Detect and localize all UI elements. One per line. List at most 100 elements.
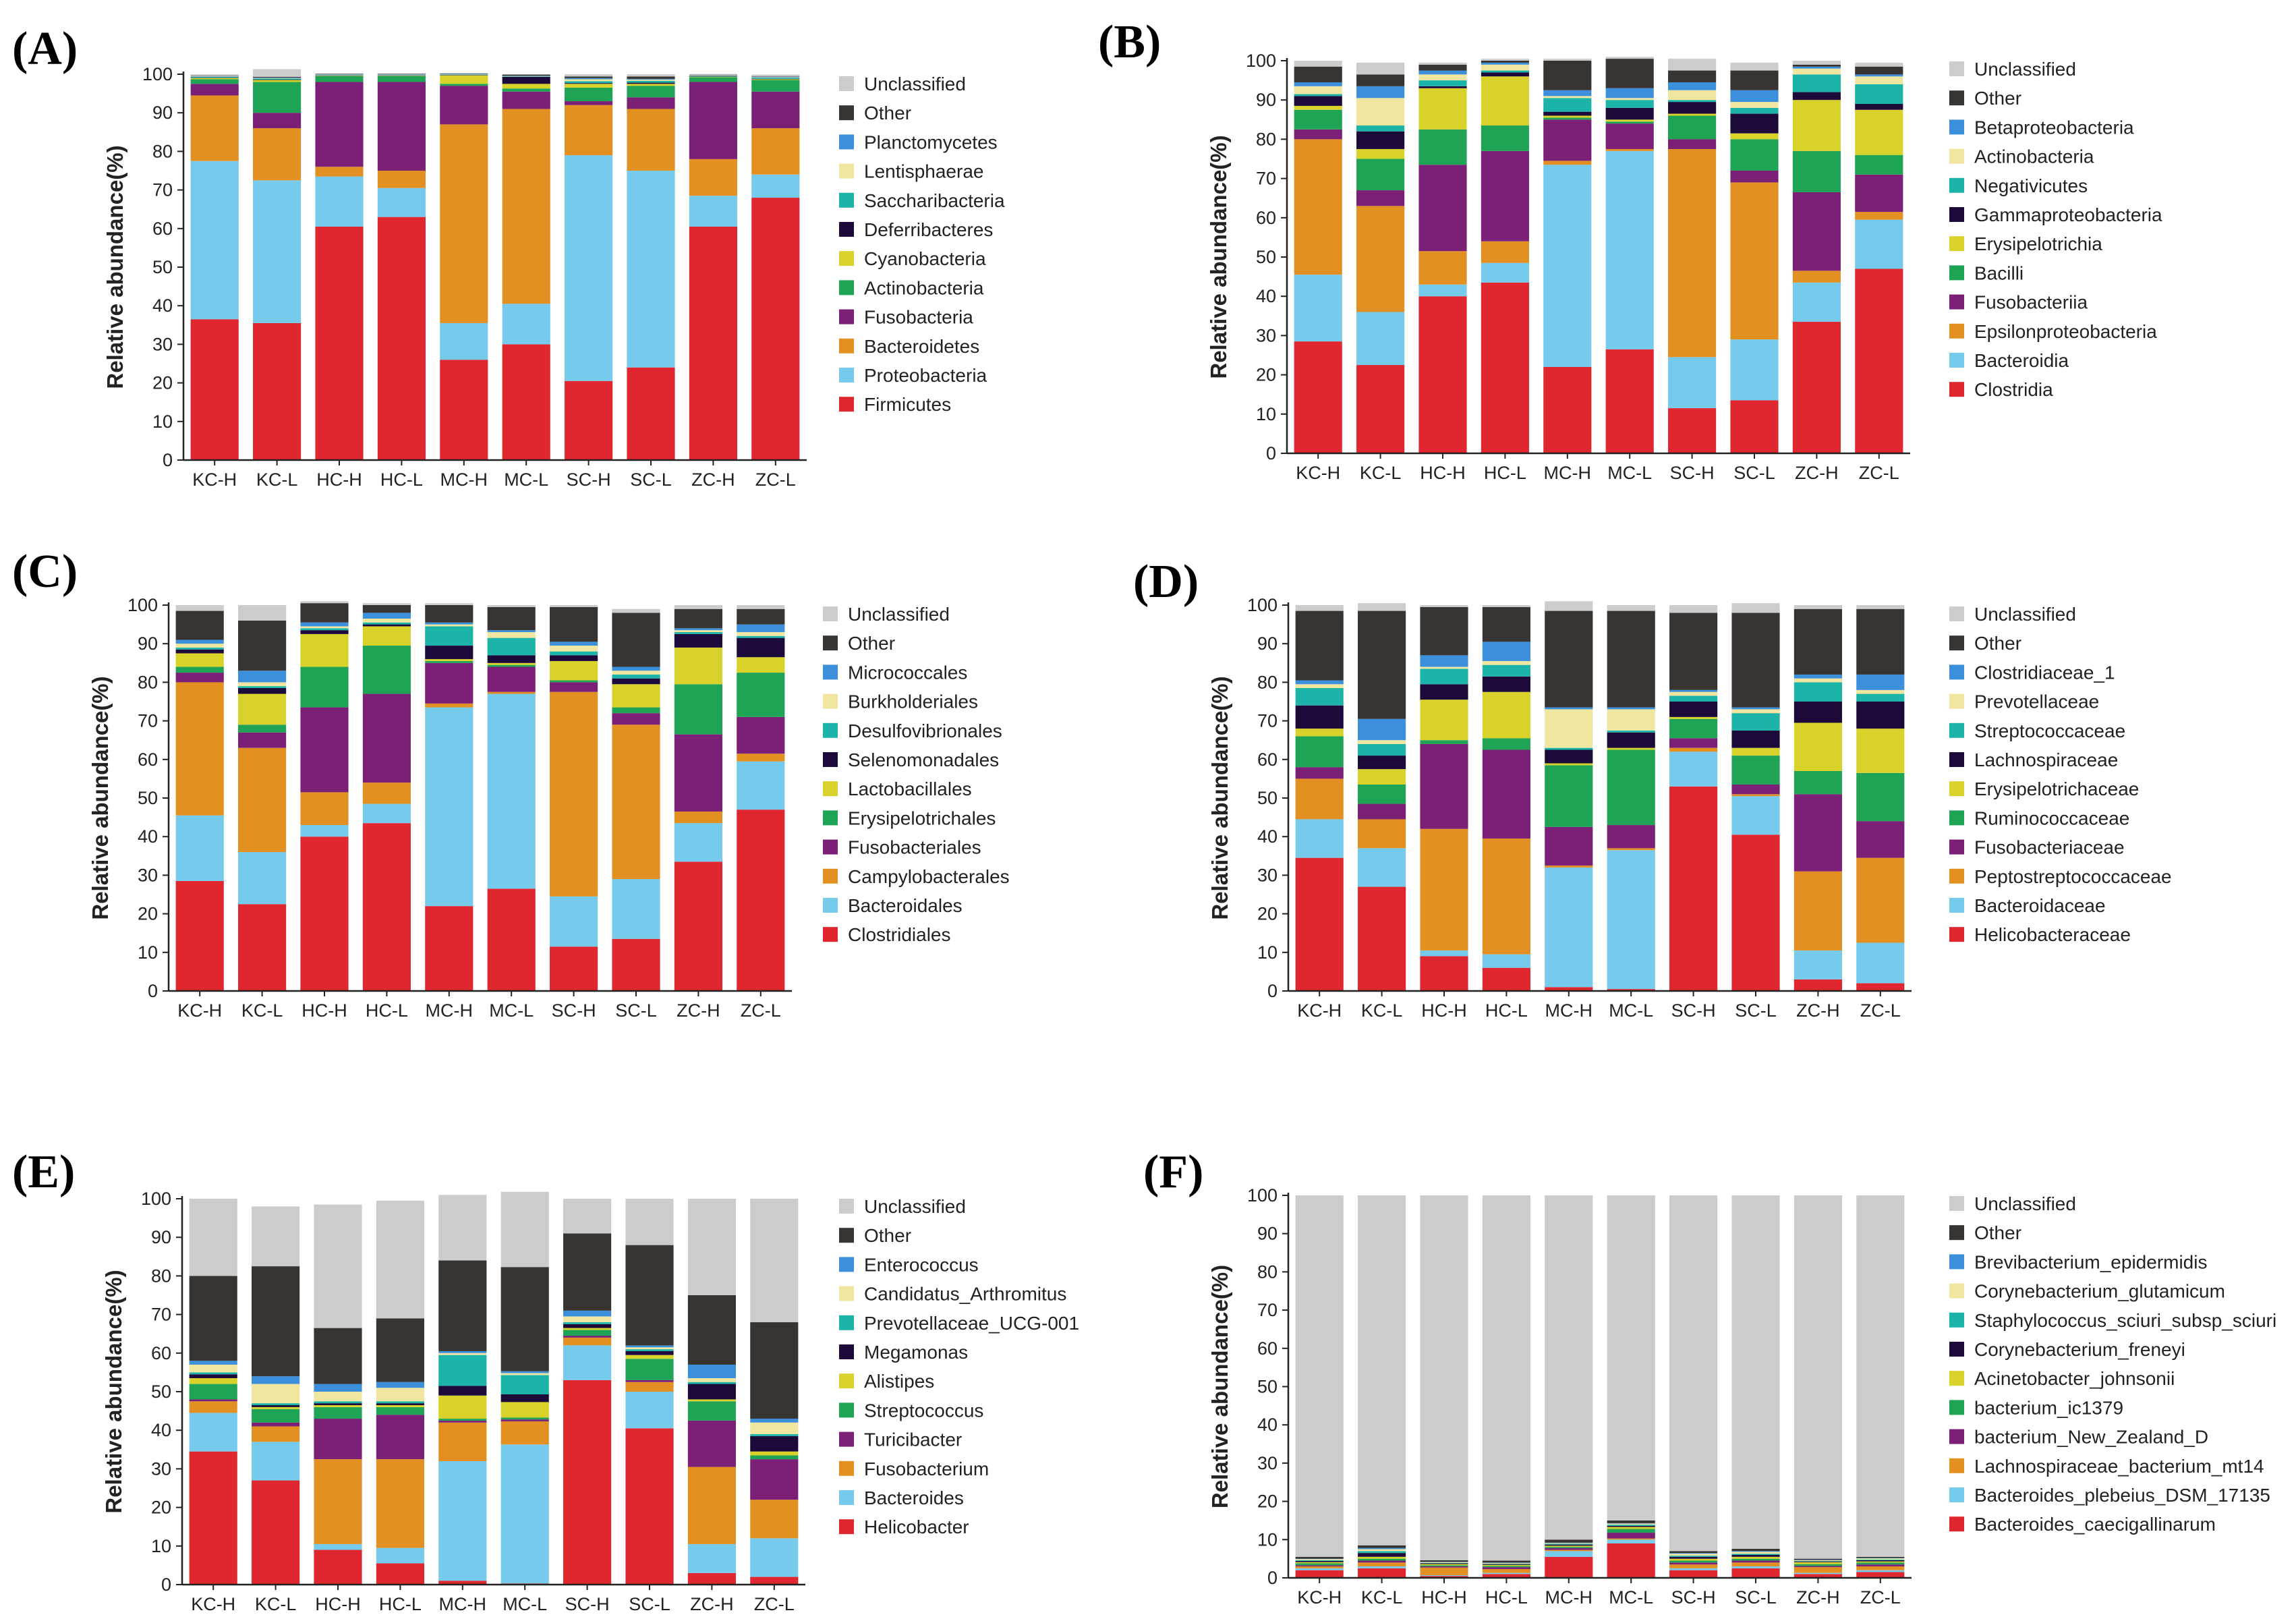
bar-segment bbox=[612, 671, 660, 675]
bar-segment bbox=[1420, 684, 1468, 700]
y-tick-label: 60 bbox=[138, 749, 158, 770]
legend-swatch bbox=[1949, 664, 1964, 680]
x-tick-label: HC-L bbox=[366, 1000, 408, 1021]
bar-segment bbox=[300, 666, 349, 708]
y-tick-label: 30 bbox=[1257, 1453, 1278, 1473]
bar-segment bbox=[1545, 1539, 1593, 1543]
legend-label: Actinobacteria bbox=[864, 277, 984, 298]
bar-segment bbox=[1731, 713, 1780, 731]
chart-panel: (E) Relative abundance(%) KC-H KC-L HC-H HC-L… bbox=[12, 1146, 1079, 1614]
legend-swatch bbox=[1949, 898, 1964, 913]
bar-segment bbox=[751, 78, 800, 80]
bar-segment bbox=[1731, 756, 1780, 785]
bar-segment bbox=[750, 1433, 799, 1436]
y-tick-label: 20 bbox=[152, 373, 173, 393]
bar-segment bbox=[737, 716, 785, 754]
bar-segment bbox=[737, 761, 785, 810]
bar-segment bbox=[362, 622, 411, 625]
y-tick-label: 50 bbox=[1257, 1377, 1278, 1397]
bar-segment bbox=[1731, 707, 1780, 710]
y-tick-label: 50 bbox=[152, 257, 173, 277]
y-tick-label: 60 bbox=[151, 1343, 171, 1363]
legend-swatch bbox=[839, 1228, 854, 1243]
legend-label: Megamonas bbox=[864, 1342, 968, 1363]
bar-segment bbox=[1358, 1566, 1406, 1568]
bar-segment bbox=[1792, 64, 1841, 67]
x-tick-label: ZC-H bbox=[690, 1594, 733, 1614]
bar-segment bbox=[1669, 1560, 1718, 1563]
bar-segment bbox=[1669, 691, 1718, 696]
y-tick-label: 40 bbox=[1257, 826, 1278, 847]
bar-segment bbox=[1358, 819, 1406, 849]
bar-segment bbox=[625, 1428, 674, 1585]
bar-segment bbox=[1607, 1539, 1655, 1543]
bar-segment bbox=[1792, 150, 1841, 192]
bar-segment bbox=[563, 1233, 612, 1311]
bar-segment bbox=[1482, 605, 1530, 607]
legend-label: Alistipes bbox=[864, 1371, 934, 1392]
bar-segment bbox=[502, 77, 550, 84]
bar-segment bbox=[1543, 111, 1592, 116]
chart-panel: (A) Relative abundance(%) KC-H KC-L HC-H HC-L… bbox=[12, 23, 1005, 490]
x-tick-label: SC-L bbox=[630, 470, 672, 490]
y-tick-label: 0 bbox=[1266, 443, 1276, 463]
bar-segment bbox=[175, 682, 224, 816]
bar-segment bbox=[376, 1403, 424, 1406]
bar-segment bbox=[1731, 1195, 1780, 1549]
bar-segment bbox=[563, 1328, 612, 1330]
bar-segment bbox=[612, 684, 660, 708]
bar-segment bbox=[1605, 119, 1654, 122]
bar-segment bbox=[1295, 729, 1344, 737]
bar-segment bbox=[1605, 107, 1654, 120]
bar-segment bbox=[1731, 1554, 1780, 1557]
x-tick-label: KC-H bbox=[1297, 1000, 1342, 1021]
legend-label: Other bbox=[1974, 633, 2021, 654]
bar-segment bbox=[563, 1337, 612, 1346]
y-tick-label: 10 bbox=[151, 1536, 171, 1556]
bar-segment bbox=[689, 226, 737, 460]
bar-segment bbox=[1356, 190, 1405, 206]
bar-segment bbox=[1295, 687, 1344, 706]
bar-segment bbox=[1543, 165, 1592, 367]
bar-segment bbox=[300, 628, 349, 631]
legend-label: Acinetobacter_johnsonii bbox=[1974, 1368, 2175, 1389]
bar-segment bbox=[1731, 1554, 1780, 1555]
bar-segment bbox=[362, 823, 411, 991]
legend-label: Erysipelotrichales bbox=[848, 807, 996, 828]
bar-segment bbox=[438, 1460, 487, 1581]
bar-segment bbox=[1420, 743, 1468, 829]
bar-segment bbox=[627, 84, 675, 86]
bar-segment bbox=[1294, 94, 1342, 96]
bar-segment bbox=[1607, 747, 1655, 750]
legend-label: Corynebacterium_freneyi bbox=[1974, 1339, 2185, 1360]
bar-segment bbox=[1856, 1566, 1905, 1570]
bar-segment bbox=[1793, 794, 1842, 872]
bar-segment bbox=[750, 1322, 799, 1419]
legend-label: Gammaproteobacteria bbox=[1974, 204, 2162, 225]
bar-segment bbox=[1294, 129, 1342, 140]
bar-segment bbox=[175, 673, 224, 683]
x-tick-label: HC-H bbox=[316, 470, 362, 490]
legend-swatch bbox=[1949, 606, 1964, 621]
legend-label: Bacteroidaceae bbox=[1974, 895, 2106, 916]
legend-label: Unclassified bbox=[1974, 59, 2076, 80]
bar-segment bbox=[1731, 1560, 1780, 1563]
bar-segment bbox=[189, 1413, 237, 1452]
bar-segment bbox=[1545, 749, 1593, 764]
legend-label: Fusobacterium bbox=[864, 1458, 989, 1479]
legend-swatch bbox=[1949, 927, 1964, 942]
legend-swatch bbox=[839, 134, 854, 150]
bar-segment bbox=[300, 707, 349, 793]
legend-swatch bbox=[839, 368, 854, 382]
x-tick-label: ZC-L bbox=[754, 1594, 795, 1614]
panel-label: (A) bbox=[12, 23, 78, 75]
bar-segment bbox=[376, 1547, 424, 1564]
bar-segment bbox=[238, 687, 287, 694]
bar-segment bbox=[440, 322, 488, 360]
legend-label: Lactobacillales bbox=[848, 778, 972, 799]
x-tick-label: MC-H bbox=[439, 1594, 486, 1614]
bar-segment bbox=[1607, 1533, 1655, 1539]
bar-segment bbox=[1420, 700, 1468, 741]
bar-segment bbox=[1356, 159, 1405, 191]
